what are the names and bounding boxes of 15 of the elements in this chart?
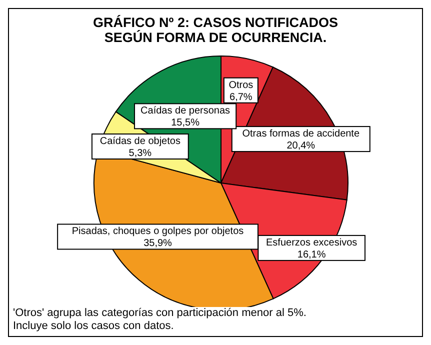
data-label: 5,3% [128,148,152,159]
data-label: 16,1% [297,249,326,260]
slice-label: Otras formas de accidente [242,128,360,140]
slice-label: Otros [228,80,254,91]
data-label: 20,4% [286,140,316,152]
slice-label: Caídas de objetos [100,136,180,147]
slice-label: Esfuerzos excesivos [266,237,358,248]
data-label: 6,7% [230,92,252,103]
data-label: 15,5% [171,118,200,129]
data-label: 35,9% [144,238,172,250]
chart-title: GRÁFICO Nº 2: CASOS NOTIFICADOS SEGÚN FORMA DE OCURRENCIA. [92,15,339,45]
text: 'Otros' agrupa las categorías con participación menor al 5%. [13,307,306,319]
text: Incluye solo los casos con datos. [13,320,174,332]
slice-label: Caídas de personas [140,106,230,117]
slice-label: Pisadas, choques o golpes por objetos [72,226,244,238]
